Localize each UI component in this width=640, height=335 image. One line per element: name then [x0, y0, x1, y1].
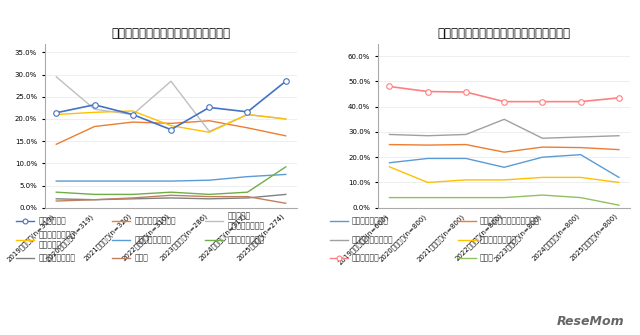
- Text: 保管スペースがない: 保管スペースがない: [134, 217, 176, 225]
- Text: お金がかかる: お金がかかる: [352, 254, 380, 262]
- Text: .: .: [618, 317, 621, 327]
- Text: 備えたいが
つい忘れてしまう: 備えたいが つい忘れてしまう: [227, 212, 264, 230]
- Text: 何を備えてよいか分からない: 何を備えてよいか分からない: [480, 217, 540, 225]
- Text: 多忙で時間がない: 多忙で時間がない: [480, 235, 517, 244]
- Title: 非常食（防災食）を備えていない理由: 非常食（防災食）を備えていない理由: [111, 26, 230, 40]
- Text: その他: その他: [134, 254, 148, 262]
- Text: 必要性を感じない: 必要性を感じない: [134, 235, 172, 244]
- Text: その他: その他: [480, 254, 494, 262]
- Text: 保管スペースがない: 保管スペースがない: [352, 235, 394, 244]
- Title: ローリングストックを実施したくない理由: ローリングストックを実施したくない理由: [438, 26, 571, 40]
- Text: 必要性を感じない: 必要性を感じない: [352, 217, 389, 225]
- Text: ReseMom: ReseMom: [557, 315, 625, 328]
- Text: 味が美味しくない: 味が美味しくない: [38, 254, 76, 262]
- Text: 多忙で時間がない: 多忙で時間がない: [227, 235, 264, 244]
- Text: 何を備えてよいか
分からない: 何を備えてよいか 分からない: [38, 230, 76, 249]
- Text: お金がかかる: お金がかかる: [38, 217, 66, 225]
